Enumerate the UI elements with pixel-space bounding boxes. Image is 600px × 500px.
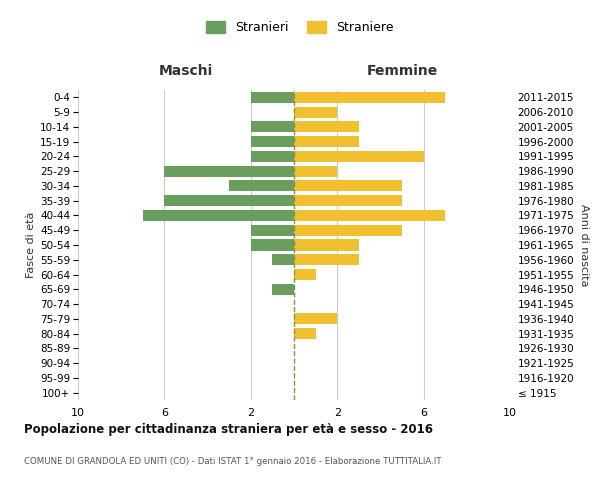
Text: Popolazione per cittadinanza straniera per età e sesso - 2016: Popolazione per cittadinanza straniera p… [24,422,433,436]
Bar [294,314,337,324]
Text: Maschi: Maschi [159,64,213,78]
Bar [251,240,294,250]
Bar [294,92,445,103]
Bar [294,240,359,250]
Text: COMUNE DI GRANDOLA ED UNITI (CO) - Dati ISTAT 1° gennaio 2016 - Elaborazione TUT: COMUNE DI GRANDOLA ED UNITI (CO) - Dati … [24,458,442,466]
Bar [229,180,294,192]
Text: Femmine: Femmine [367,64,437,78]
Bar [143,210,294,221]
Bar [294,195,402,206]
Bar [294,269,316,280]
Bar [164,166,294,176]
Bar [294,151,424,162]
Y-axis label: Fasce di età: Fasce di età [26,212,36,278]
Bar [251,136,294,147]
Bar [294,166,337,176]
Bar [294,224,402,236]
Legend: Stranieri, Straniere: Stranieri, Straniere [202,16,398,40]
Bar [294,136,359,147]
Bar [294,180,402,192]
Bar [294,122,359,132]
Bar [251,224,294,236]
Bar [251,92,294,103]
Bar [272,254,294,266]
Bar [294,328,316,339]
Bar [164,195,294,206]
Bar [272,284,294,295]
Bar [251,151,294,162]
Bar [294,210,445,221]
Bar [251,122,294,132]
Bar [294,254,359,266]
Bar [294,106,337,118]
Y-axis label: Anni di nascita: Anni di nascita [578,204,589,286]
